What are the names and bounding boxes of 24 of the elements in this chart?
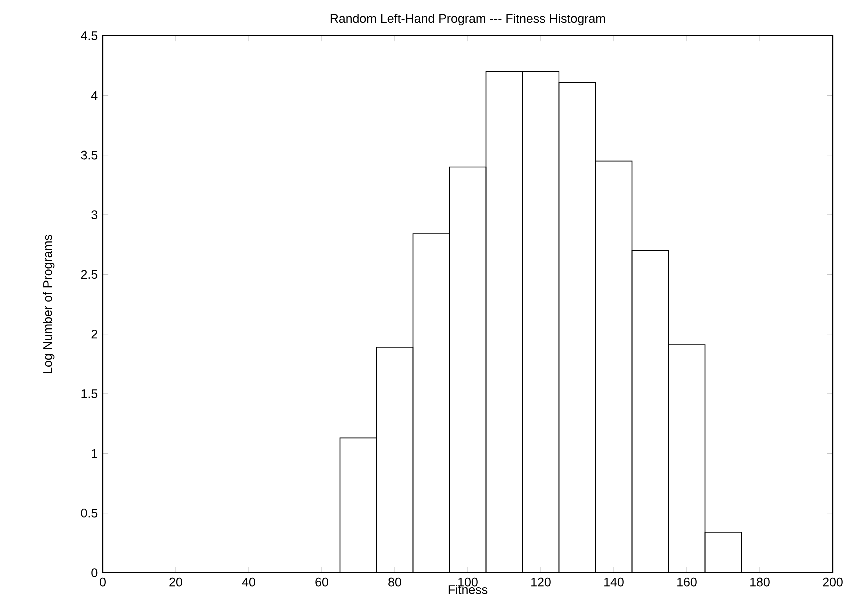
x-tick-label: 80 — [388, 578, 402, 587]
y-tick-label: 4.5 — [81, 32, 98, 40]
x-tick-label: 120 — [532, 578, 551, 587]
y-tick-label: 0.5 — [81, 508, 98, 518]
y-tick-label: 3.5 — [81, 150, 98, 160]
x-tick-label: 160 — [678, 578, 697, 587]
x-tick-label: 40 — [242, 578, 256, 587]
x-tick-label: 60 — [316, 578, 328, 587]
y-tick-label: 2.5 — [81, 270, 98, 280]
y-tick-label: 0 — [92, 568, 98, 578]
x-tick-label: 0 — [100, 578, 106, 587]
x-tick-label: 140 — [604, 578, 624, 587]
y-tick-label: 2 — [92, 330, 98, 339]
x-axis-title: Fitness — [448, 585, 488, 594]
y-tick-label: 3 — [92, 210, 98, 220]
x-tick-label: 200 — [823, 578, 843, 587]
y-axis-title: Log Number of Programs — [43, 235, 55, 374]
x-tick-label: 20 — [170, 578, 182, 587]
x-tick-label: 100 — [458, 578, 478, 587]
x-tick-label: 180 — [750, 578, 770, 587]
y-tick-label: 1 — [92, 449, 98, 458]
y-tick-label: 4 — [91, 91, 98, 100]
y-tick-label: 1.5 — [82, 390, 98, 398]
chart-title: Random Left-Hand Program --- Fitness Histogram — [330, 14, 606, 26]
